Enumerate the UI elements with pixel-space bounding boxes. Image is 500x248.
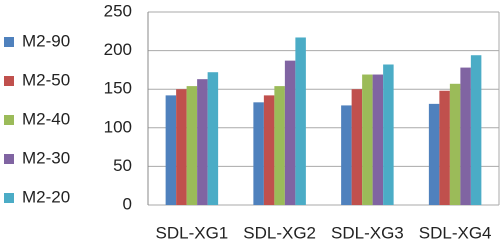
bar <box>274 86 285 205</box>
y-tick-label: 200 <box>104 40 132 59</box>
legend-label: M2-40 <box>22 109 70 128</box>
legend-marker <box>4 154 14 164</box>
x-tick-label: SDL-XG4 <box>419 223 492 242</box>
legend-label: M2-20 <box>22 187 70 206</box>
bar <box>449 83 461 205</box>
bar <box>197 79 208 205</box>
bar <box>460 67 471 205</box>
bar <box>439 90 450 205</box>
bar <box>186 86 198 205</box>
legend-label: M2-50 <box>22 70 70 89</box>
bar <box>263 95 275 205</box>
bar <box>470 55 482 206</box>
bar <box>176 89 187 205</box>
bar <box>284 60 296 205</box>
bar <box>295 37 306 206</box>
y-tick-label: 150 <box>104 79 132 98</box>
bar <box>362 74 373 205</box>
bar <box>383 64 394 205</box>
bar <box>207 72 219 205</box>
x-tick-label: SDL-XG1 <box>156 223 229 242</box>
y-tick-label: 250 <box>104 1 132 20</box>
legend-label: M2-30 <box>22 148 70 167</box>
legend-marker <box>4 76 14 86</box>
bar <box>165 95 177 205</box>
y-tick-label: 0 <box>123 194 132 213</box>
legend-marker <box>4 115 14 125</box>
legend-label: M2-90 <box>22 31 70 50</box>
bar <box>253 102 264 205</box>
legend-marker <box>4 193 14 203</box>
x-tick-label: SDL-XG2 <box>243 223 316 242</box>
bar <box>351 89 363 205</box>
y-tick-label: 50 <box>113 156 132 175</box>
bar <box>428 103 440 205</box>
legend-marker <box>4 37 14 47</box>
bar <box>341 105 352 205</box>
x-tick-label: SDL-XG3 <box>331 223 404 242</box>
bar <box>372 74 384 205</box>
y-tick-label: 100 <box>104 117 132 136</box>
